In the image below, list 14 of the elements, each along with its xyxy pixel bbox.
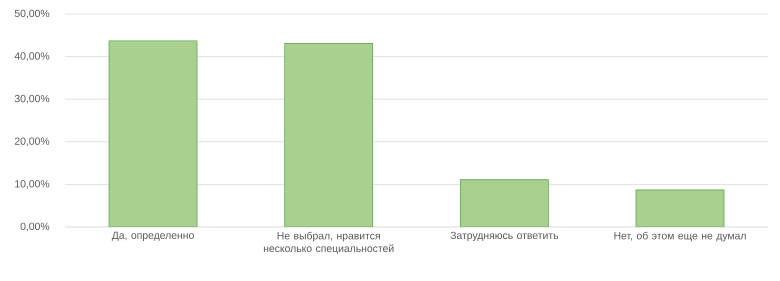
y-tick-label: 20,00%	[14, 138, 50, 146]
bar	[284, 42, 374, 227]
y-tick-label: 40,00%	[14, 52, 50, 61]
bar	[460, 179, 549, 227]
y-tick-label: 0,00%	[20, 222, 50, 232]
y-tick-label: 10,00%	[15, 180, 50, 189]
x-tick-label: Затрудняюсь ответить	[450, 232, 558, 242]
bar	[636, 190, 724, 227]
y-tick-label: 50,00%	[14, 10, 50, 18]
x-tick-label: Нет, об этом еще не думал	[614, 232, 746, 242]
x-tick-label: Не выбрал, нравится несколько специальностей	[264, 232, 394, 254]
y-tick-label: 30,00%	[14, 94, 50, 104]
bar	[108, 40, 198, 227]
x-tick-label: Да, определенно	[112, 232, 194, 242]
